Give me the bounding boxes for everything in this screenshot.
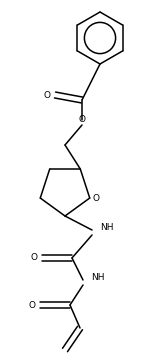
Text: O: O (92, 193, 99, 203)
Text: O: O (43, 90, 51, 99)
Text: NH: NH (100, 223, 113, 232)
Text: O: O (30, 253, 37, 262)
Text: NH: NH (91, 273, 104, 281)
Text: O: O (79, 115, 85, 125)
Text: O: O (28, 301, 36, 310)
